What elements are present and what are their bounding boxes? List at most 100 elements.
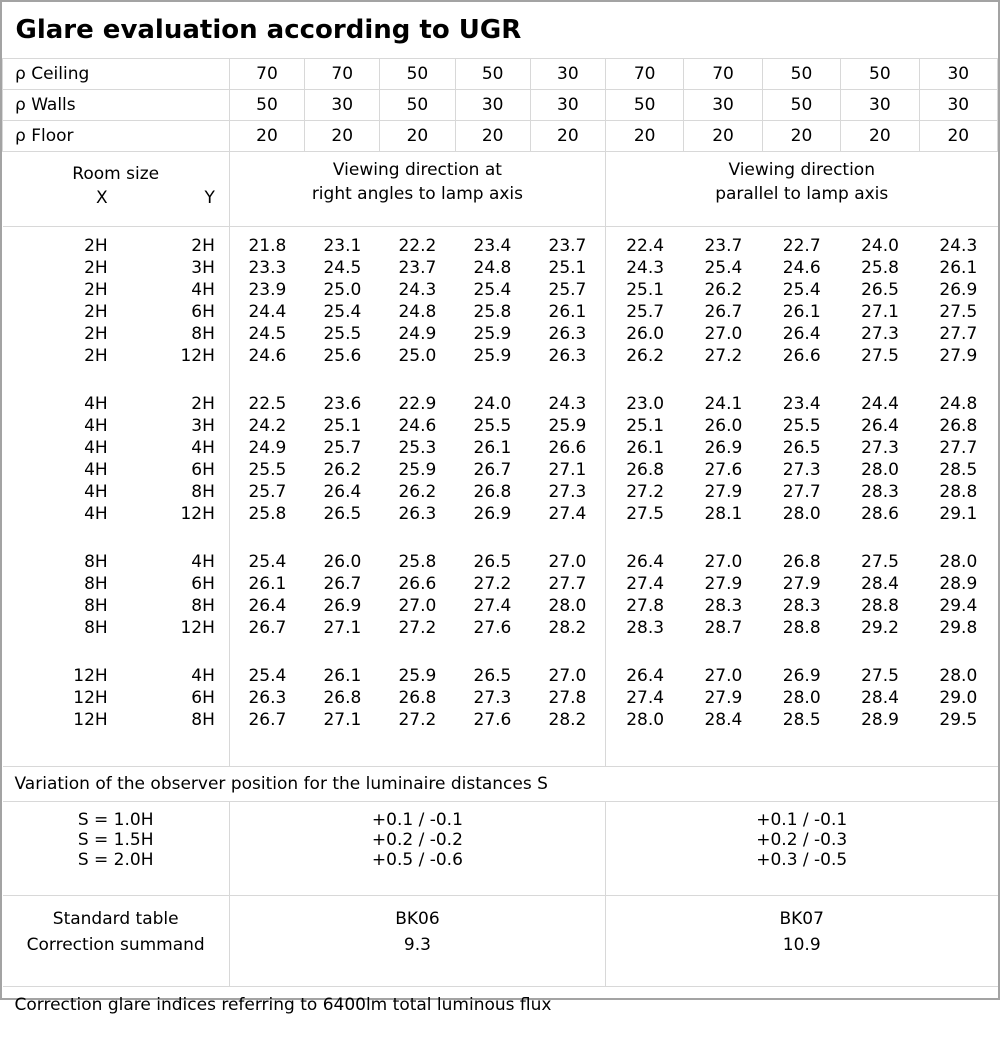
ugr-value: 28.5 <box>919 460 997 480</box>
ugr-value: 27.8 <box>606 596 684 616</box>
ugr-value: 27.7 <box>763 482 841 502</box>
reflectance-value: 50 <box>762 59 840 90</box>
reflectance-value: 30 <box>919 90 997 121</box>
ugr-value: 26.7 <box>455 460 530 480</box>
ugr-value: 26.9 <box>919 280 997 300</box>
room-size-y: 6H <box>116 688 229 708</box>
ugr-value: 27.0 <box>684 552 762 572</box>
ugr-value: 23.1 <box>305 236 380 256</box>
ugr-value: 24.4 <box>841 394 919 414</box>
group2-title-line2: parallel to lamp axis <box>606 182 998 206</box>
ugr-value: 27.9 <box>684 574 762 594</box>
ugr-value: 26.8 <box>919 416 997 436</box>
ugr-value: 23.4 <box>455 236 530 256</box>
ugr-value: 25.5 <box>305 324 380 344</box>
ugr-value: 28.6 <box>841 504 919 524</box>
room-size-x: 2H <box>3 346 116 366</box>
group2-header: Viewing direction parallel to lamp axis <box>605 152 997 227</box>
room-size-x: 8H <box>3 596 116 616</box>
reflectance-value: 20 <box>530 121 605 152</box>
ugr-value: 26.7 <box>230 618 305 638</box>
group1-title-line2: right angles to lamp axis <box>230 182 605 206</box>
ugr-value: 22.5 <box>230 394 305 414</box>
ugr-value: 26.5 <box>763 438 841 458</box>
reflectance-row-label: ρ Walls <box>3 90 230 121</box>
ugr-value: 28.4 <box>841 688 919 708</box>
room-size-y: 2H <box>116 236 229 256</box>
footer-row: Correction glare indices referring to 64… <box>3 987 998 1041</box>
ugr-value: 27.1 <box>305 710 380 730</box>
ugr-value: 23.7 <box>530 236 605 256</box>
ugr-value: 28.0 <box>841 460 919 480</box>
room-size-x: 12H <box>3 688 116 708</box>
ugr-value: 25.8 <box>455 302 530 322</box>
ugr-value: 26.9 <box>763 666 841 686</box>
ugr-value: 25.5 <box>230 460 305 480</box>
ugr-value: 21.8 <box>230 236 305 256</box>
ugr-value: 27.8 <box>530 688 605 708</box>
ugr-value: 26.5 <box>455 666 530 686</box>
ugr-value: 26.1 <box>305 666 380 686</box>
ugr-value: 24.6 <box>230 346 305 366</box>
ugr-value: 23.6 <box>305 394 380 414</box>
room-size-x: 4H <box>3 394 116 414</box>
s-variation-value: +0.5 / -0.6 <box>230 850 605 870</box>
room-size-y: 3H <box>116 258 229 278</box>
s-distance-label: S = 1.0H <box>3 810 229 830</box>
ugr-value: 24.3 <box>606 258 684 278</box>
ugr-value: 27.2 <box>684 346 762 366</box>
summary-group2: BK07 10.9 <box>605 896 997 987</box>
room-size-y: 8H <box>116 710 229 730</box>
ugr-value: 26.2 <box>305 460 380 480</box>
ugr-value: 24.1 <box>684 394 762 414</box>
ugr-value: 25.1 <box>305 416 380 436</box>
ugr-value: 24.6 <box>763 258 841 278</box>
room-size-y: 4H <box>116 280 229 300</box>
variation-note: Variation of the observer position for t… <box>3 767 998 802</box>
reflectance-value: 20 <box>762 121 840 152</box>
reflectance-value: 30 <box>684 90 762 121</box>
ugr-value: 27.7 <box>919 324 997 344</box>
ugr-value: 25.7 <box>305 438 380 458</box>
ugr-value: 27.4 <box>606 688 684 708</box>
ugr-value: 25.4 <box>763 280 841 300</box>
ugr-value: 29.0 <box>919 688 997 708</box>
ugr-value: 27.4 <box>455 596 530 616</box>
ugr-value: 25.7 <box>530 280 605 300</box>
ugr-value: 27.5 <box>841 346 919 366</box>
ugr-value: 26.4 <box>305 482 380 502</box>
reflectance-value: 20 <box>684 121 762 152</box>
ugr-value: 25.4 <box>230 552 305 572</box>
ugr-value: 28.4 <box>684 710 762 730</box>
room-size-x: 8H <box>3 618 116 638</box>
room-size-y: 4H <box>116 552 229 572</box>
reflectance-value: 30 <box>305 90 380 121</box>
ugr-value: 28.0 <box>919 552 997 572</box>
ugr-report: Glare evaluation according to UGR ρ Ceil… <box>0 0 1000 1000</box>
ugr-value: 27.9 <box>684 482 762 502</box>
room-size-y: 8H <box>116 596 229 616</box>
reflectance-value: 70 <box>684 59 762 90</box>
ugr-value: 26.1 <box>763 302 841 322</box>
s-distance-label: S = 1.5H <box>3 830 229 850</box>
s-variation-row: S = 1.0H S = 1.5H S = 2.0H +0.1 / -0.1 +… <box>3 802 998 896</box>
ugr-value: 26.2 <box>684 280 762 300</box>
ugr-value: 25.3 <box>380 438 455 458</box>
reflectance-value: 50 <box>841 59 919 90</box>
ugr-value: 23.7 <box>684 236 762 256</box>
ugr-value: 29.4 <box>919 596 997 616</box>
ugr-value: 26.8 <box>305 688 380 708</box>
room-size-x: 4H <box>3 416 116 436</box>
